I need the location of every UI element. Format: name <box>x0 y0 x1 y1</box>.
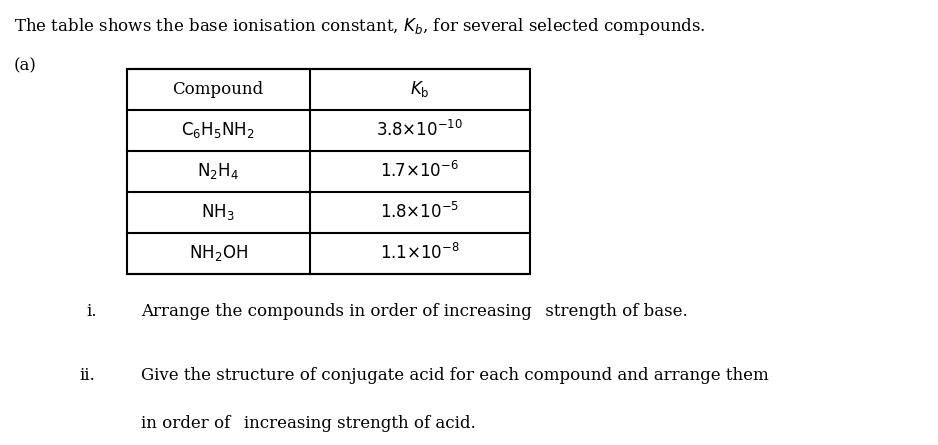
Text: $1.1{\times}10^{-8}$: $1.1{\times}10^{-8}$ <box>380 243 460 263</box>
Text: $1.8{\times}10^{-5}$: $1.8{\times}10^{-5}$ <box>380 202 460 222</box>
Text: $\mathrm{NH_3}$: $\mathrm{NH_3}$ <box>202 202 234 222</box>
Text: Give the structure of conjugate acid for each compound and arrange them: Give the structure of conjugate acid for… <box>141 367 768 384</box>
Text: $1.7{\times}10^{-6}$: $1.7{\times}10^{-6}$ <box>380 161 460 182</box>
Text: $3.8{\times}10^{-10}$: $3.8{\times}10^{-10}$ <box>376 120 463 141</box>
Text: i.: i. <box>86 303 97 320</box>
Text: ii.: ii. <box>80 367 96 384</box>
Text: $\mathrm{C_6H_5NH_2}$: $\mathrm{C_6H_5NH_2}$ <box>181 121 255 140</box>
Text: Compound: Compound <box>173 81 264 98</box>
Text: $\mathrm{NH_2OH}$: $\mathrm{NH_2OH}$ <box>189 243 248 263</box>
Text: $\mathrm{N_2H_4}$: $\mathrm{N_2H_4}$ <box>197 162 239 181</box>
Text: The table shows the base ionisation constant, $K_b$, for several selected compou: The table shows the base ionisation cons… <box>14 16 705 36</box>
Text: (a): (a) <box>14 58 37 75</box>
Text: $K_\mathrm{b}$: $K_\mathrm{b}$ <box>410 80 430 99</box>
Text: in order of  increasing strength of acid.: in order of increasing strength of acid. <box>141 415 476 432</box>
Bar <box>127 69 530 274</box>
Text: Arrange the compounds in order of increasing  strength of base.: Arrange the compounds in order of increa… <box>141 303 688 320</box>
